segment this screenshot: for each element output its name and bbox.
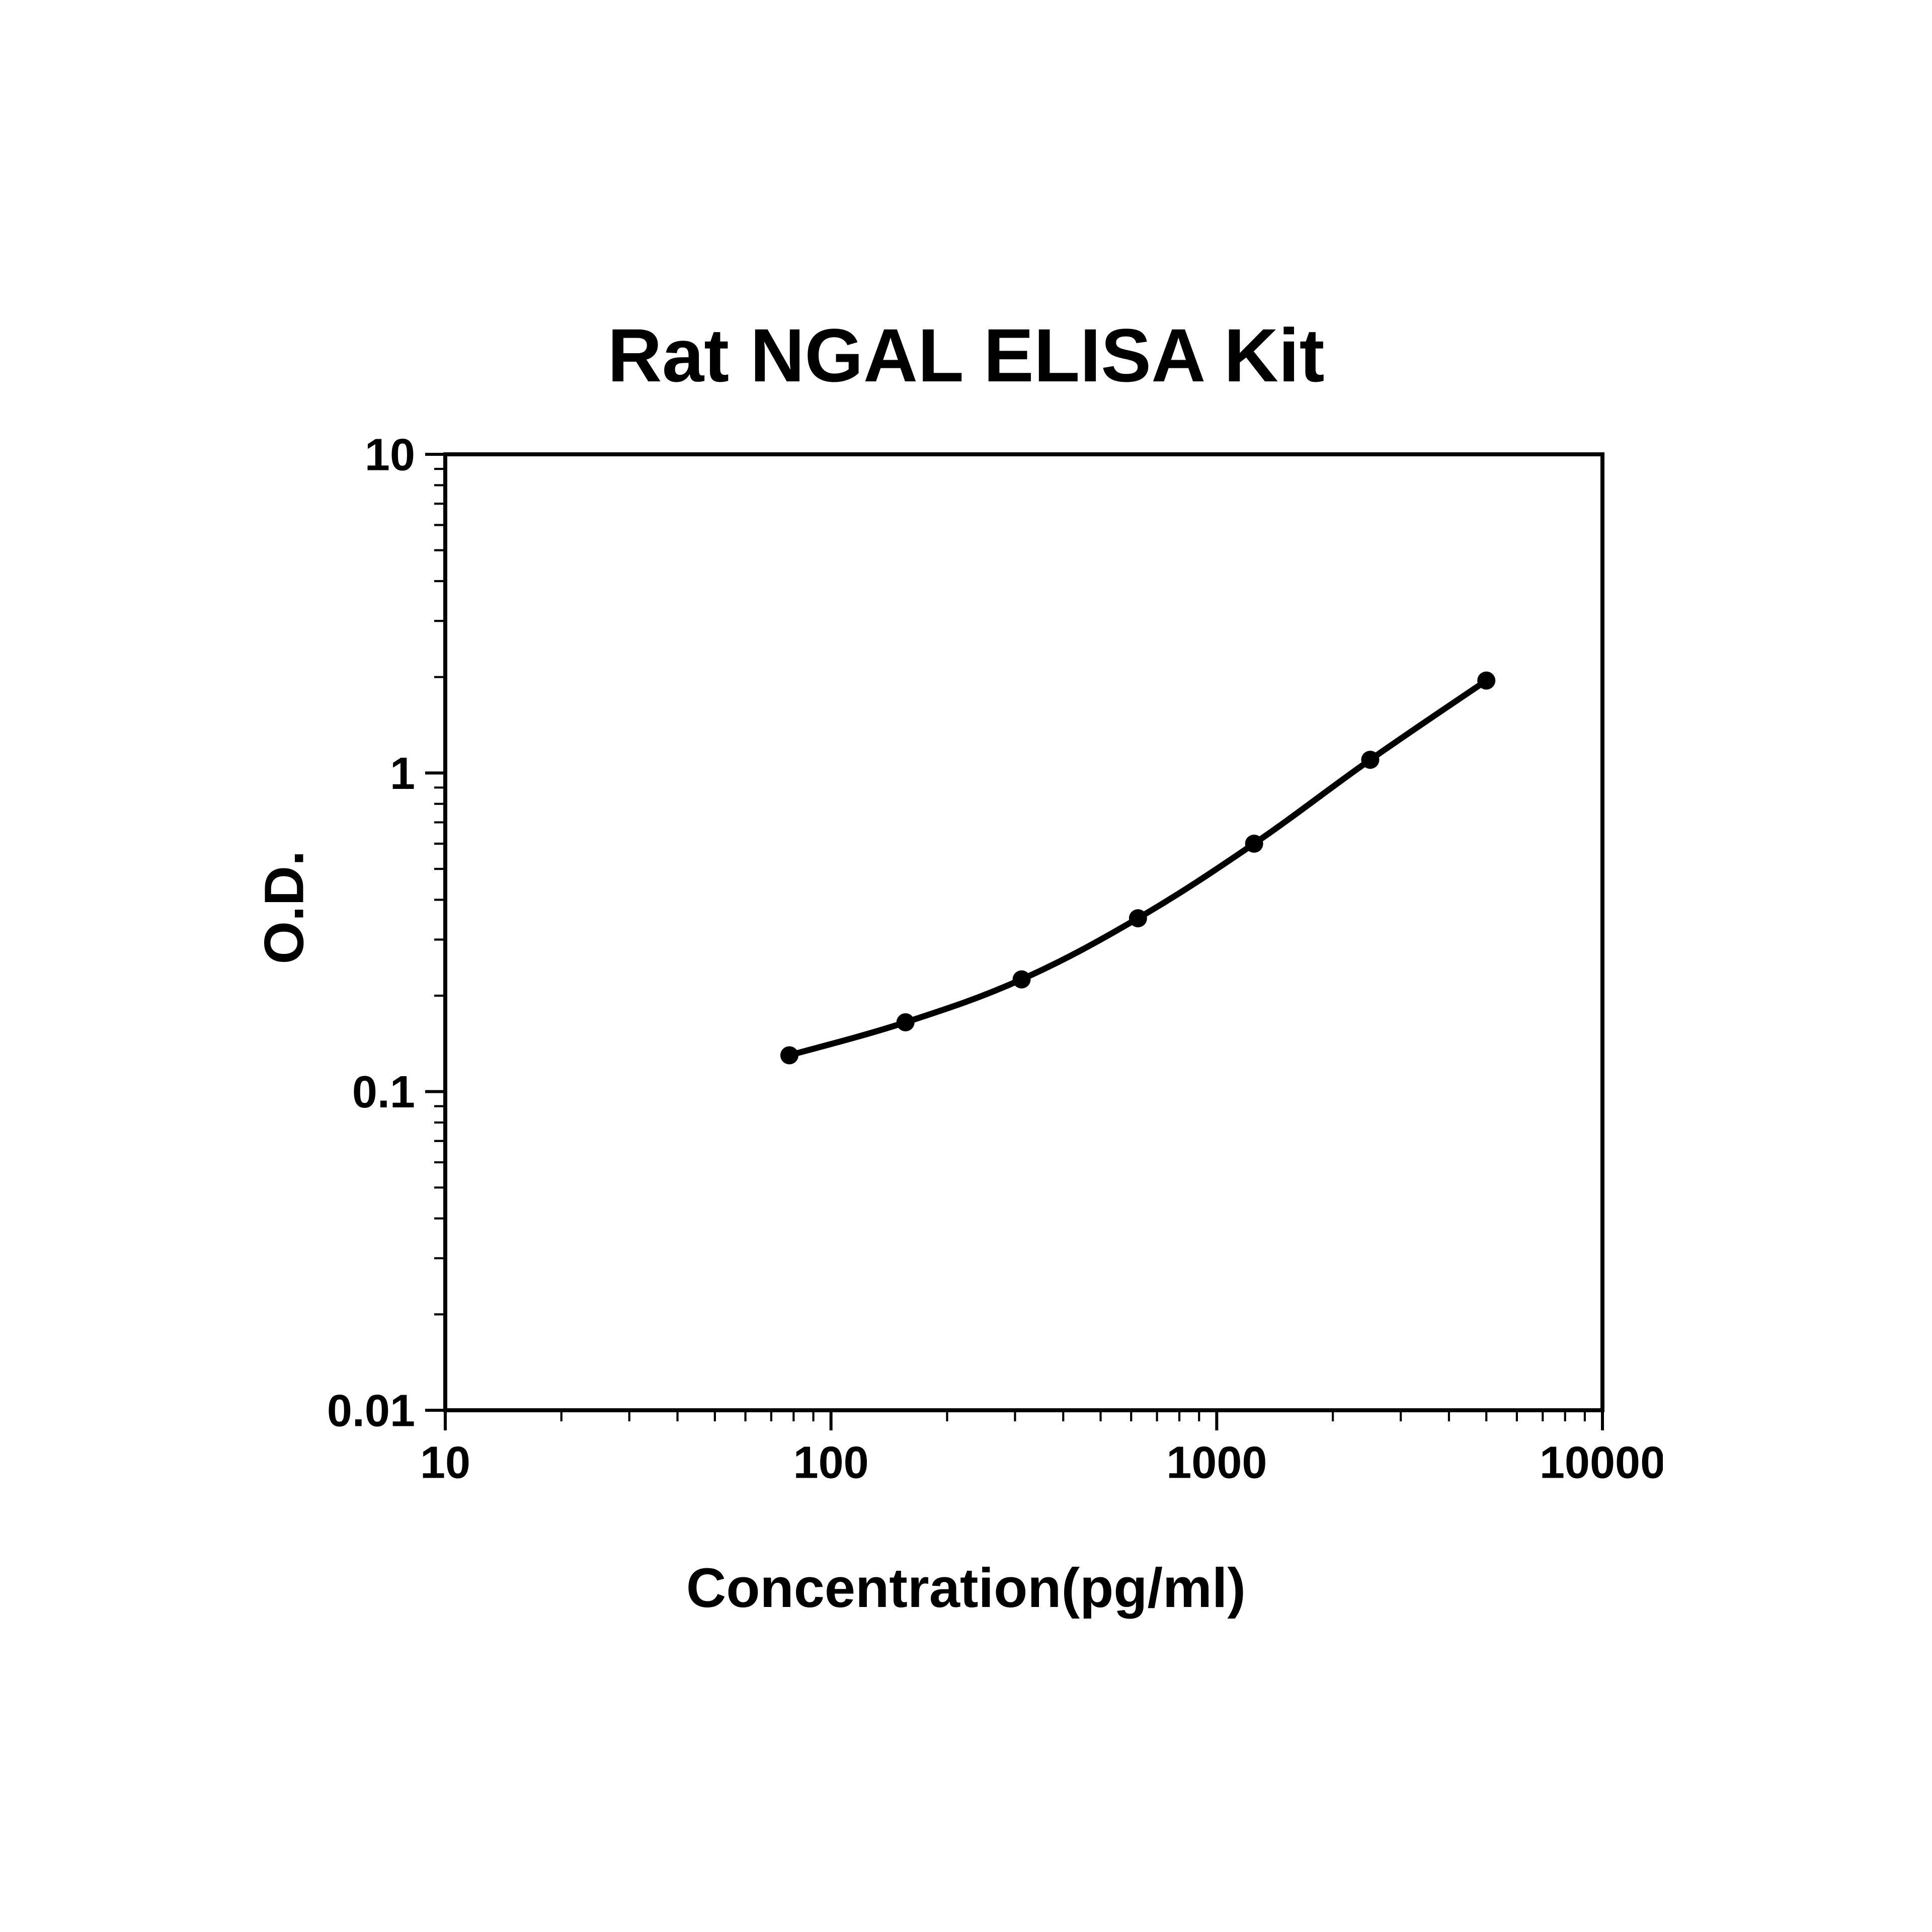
data-marker [897, 1013, 915, 1031]
y-tick-label: 1 [390, 749, 415, 799]
chart-svg: 10 100 1000 10000 0.01 0.1 1 10 [269, 414, 1663, 1551]
y-tick-label: 0.01 [327, 1386, 415, 1436]
data-line [789, 681, 1486, 1056]
plot-frame [445, 454, 1602, 1410]
data-marker [1129, 909, 1147, 927]
data-marker [1245, 835, 1263, 853]
chart-wrap: Rat NGAL ELISA Kit O.D. 101001000100000.… [269, 312, 1663, 1620]
y-tick-label: 0.1 [352, 1067, 415, 1117]
x-tick-label: 10000 [1540, 1438, 1663, 1488]
data-marker [780, 1046, 798, 1065]
chart-title: Rat NGAL ELISA Kit [269, 312, 1663, 399]
x-tick-label: 1000 [1166, 1438, 1267, 1488]
data-marker [1013, 971, 1031, 989]
x-axis-label: Concentration(pg/ml) [269, 1556, 1663, 1620]
page-container: Rat NGAL ELISA Kit O.D. 101001000100000.… [0, 0, 1932, 1932]
data-marker [1477, 672, 1495, 690]
y-tick-label: 10 [365, 430, 415, 480]
data-marker [1361, 751, 1379, 769]
plot-and-y-label: O.D. 101001000100000.010.1110 [269, 414, 1663, 1551]
x-tick-label: 10 [420, 1438, 470, 1488]
x-tick-label: 100 [793, 1438, 869, 1488]
